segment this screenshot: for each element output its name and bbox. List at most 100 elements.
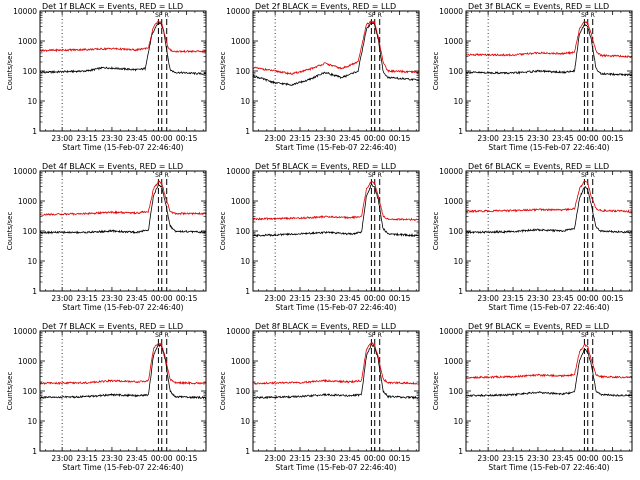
x-tick-label: 00:00 (577, 134, 599, 143)
y-tick-label: 1000 (231, 197, 250, 206)
panel-title: Det 2f BLACK = Events, RED = LLD (255, 2, 396, 11)
x-tick-label: 00:15 (389, 294, 411, 303)
y-tick-label: 10000 (226, 327, 250, 336)
marker-label-sf: SF (368, 332, 376, 339)
marker-label-sf: SF (368, 172, 376, 179)
marker-label-sf: SF (581, 12, 589, 19)
x-tick-label: 23:45 (126, 134, 148, 143)
events-series-line (252, 22, 419, 87)
panel-title: Det 7f BLACK = Events, RED = LLD (42, 322, 183, 331)
panel-title: Det 8f BLACK = Events, RED = LLD (255, 322, 396, 331)
x-tick-label: 23:30 (101, 454, 123, 463)
x-tick-label: 23:45 (339, 454, 361, 463)
x-tick-label: 23:30 (314, 294, 336, 303)
x-tick-label: 00:00 (364, 294, 386, 303)
marker-label-sf: SF (155, 172, 163, 179)
x-tick-label: 00:00 (577, 294, 599, 303)
x-axis-label: Start Time (15-Feb-07 22:46:40) (488, 143, 609, 152)
events-series-line (465, 24, 633, 77)
lld-series-line (252, 20, 420, 76)
x-tick-label: 23:15 (289, 134, 311, 143)
y-tick-label: 10000 (439, 7, 463, 16)
y-tick-label: 10 (240, 417, 250, 426)
x-tick-label: 23:45 (339, 294, 361, 303)
y-axis-label: Counts/sec (6, 212, 14, 251)
x-tick-label: 23:30 (527, 134, 549, 143)
y-tick-label: 1000 (444, 197, 463, 206)
x-tick-label: 23:30 (101, 134, 123, 143)
y-tick-label: 10000 (226, 7, 250, 16)
x-tick-label: 23:00 (51, 134, 73, 143)
y-axis-label: Counts/sec (219, 372, 227, 411)
y-axis-label: Counts/sec (6, 52, 14, 91)
events-series-line (39, 22, 207, 76)
y-tick-label: 1000 (18, 197, 37, 206)
y-tick-label: 10 (27, 417, 37, 426)
events-series-line (252, 183, 420, 238)
x-tick-label: 23:30 (101, 294, 123, 303)
y-tick-label: 10 (240, 97, 250, 106)
y-tick-label: 10000 (226, 167, 250, 176)
x-tick-label: 23:15 (76, 134, 98, 143)
panel-title: Det 1f BLACK = Events, RED = LLD (42, 2, 183, 11)
events-series-line (465, 185, 633, 235)
y-tick-label: 1000 (444, 37, 463, 46)
y-tick-label: 10 (453, 257, 463, 266)
x-tick-label: 00:00 (364, 134, 386, 143)
marker-label-sf: SF (155, 332, 163, 339)
x-tick-label: 23:15 (289, 294, 311, 303)
lld-series-line (39, 180, 207, 216)
y-tick-label: 1000 (444, 357, 463, 366)
x-tick-label: 00:15 (602, 134, 624, 143)
marker-label-sf: SF (155, 12, 163, 19)
x-tick-label: 23:15 (502, 294, 524, 303)
x-tick-label: 00:00 (364, 454, 386, 463)
x-tick-label: 00:00 (151, 134, 173, 143)
y-axis-label: Counts/sec (6, 372, 14, 411)
y-axis-label: Counts/sec (432, 52, 440, 91)
panel-title: Det 5f BLACK = Events, RED = LLD (255, 162, 396, 171)
x-tick-label: 23:15 (502, 454, 524, 463)
y-tick-label: 10 (27, 97, 37, 106)
y-tick-label: 1 (32, 287, 37, 296)
y-tick-label: 10 (453, 417, 463, 426)
x-axis-label: Start Time (15-Feb-07 22:46:40) (62, 463, 183, 472)
lld-series-line (252, 341, 420, 385)
y-axis-label: Counts/sec (432, 372, 440, 411)
x-axis-label: Start Time (15-Feb-07 22:46:40) (275, 303, 396, 312)
y-tick-label: 10000 (439, 167, 463, 176)
y-tick-label: 10000 (439, 327, 463, 336)
y-tick-label: 1 (458, 127, 463, 136)
marker-label-r: R (378, 172, 382, 179)
x-tick-label: 23:15 (289, 454, 311, 463)
marker-label-sf: SF (581, 172, 589, 179)
x-tick-label: 23:15 (502, 134, 524, 143)
events-series-line (39, 184, 207, 235)
x-tick-label: 00:00 (577, 454, 599, 463)
y-tick-label: 100 (23, 387, 38, 396)
y-tick-label: 10 (27, 257, 37, 266)
x-tick-label: 23:30 (314, 454, 336, 463)
x-tick-label: 23:45 (552, 134, 574, 143)
y-tick-label: 1 (32, 127, 37, 136)
x-tick-label: 23:45 (126, 454, 148, 463)
panel-title: Det 6f BLACK = Events, RED = LLD (468, 162, 609, 171)
x-axis-label: Start Time (15-Feb-07 22:46:40) (488, 303, 609, 312)
y-tick-label: 1 (32, 447, 37, 456)
marker-label-r: R (591, 332, 595, 339)
x-tick-label: 23:30 (527, 294, 549, 303)
y-tick-label: 100 (449, 67, 464, 76)
marker-label-r: R (378, 12, 382, 19)
lld-series-line (39, 342, 207, 386)
y-tick-label: 100 (449, 387, 464, 396)
x-tick-label: 23:45 (552, 294, 574, 303)
lld-series-line (465, 343, 633, 380)
marker-label-r: R (165, 172, 169, 179)
y-tick-label: 10 (240, 257, 250, 266)
